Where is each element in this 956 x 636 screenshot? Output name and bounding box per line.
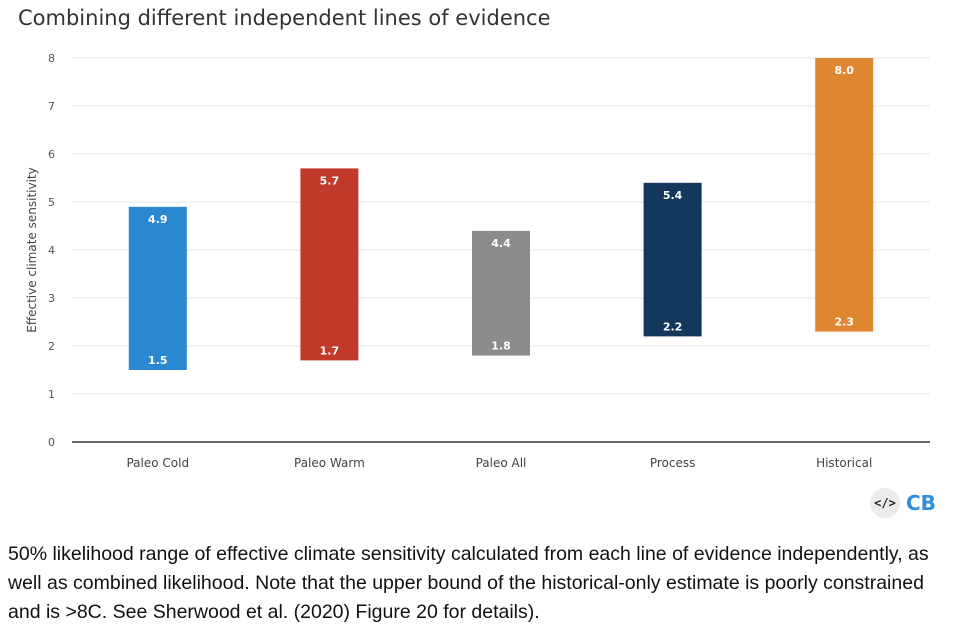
y-tick-label: 5 [48, 196, 55, 209]
x-category-label: Process [650, 456, 696, 470]
bar-low-label: 1.7 [320, 344, 340, 357]
x-category-label: Paleo Cold [126, 456, 189, 470]
range-bar [472, 230, 530, 356]
figure-caption: 50% likelihood range of effective climat… [8, 543, 929, 623]
y-tick-label: 3 [48, 292, 55, 305]
y-tick-label: 8 [48, 52, 55, 65]
chart-title: Combining different independent lines of… [18, 6, 551, 30]
chart-area: 0 1 2 3 4 5 6 7 8 Effective climate sensitivity 4.… [25, 52, 930, 470]
y-tick-label: 7 [48, 100, 55, 113]
bar-low-label: 2.2 [663, 320, 683, 333]
bar-high-label: 5.4 [663, 189, 683, 202]
bar-high-label: 8.0 [834, 64, 854, 77]
y-tick-label: 6 [48, 148, 55, 161]
bar-low-label: 1.8 [491, 340, 511, 353]
bar-high-label: 4.9 [148, 213, 168, 226]
y-axis-title: Effective climate sensitivity [25, 167, 39, 333]
carbon-brief-logo: </> CB [870, 486, 942, 520]
x-category-label: Paleo Warm [294, 456, 365, 470]
bar-low-label: 1.5 [148, 354, 168, 367]
bar-high-label: 4.4 [491, 237, 511, 250]
y-tick-label: 1 [48, 388, 55, 401]
y-tick-label: 4 [48, 244, 55, 257]
logo-text: CB [906, 491, 936, 515]
range-bar [128, 206, 187, 370]
x-category-label: Paleo All [476, 456, 527, 470]
range-bar [300, 168, 359, 361]
range-bar [643, 182, 702, 337]
bar-high-label: 5.7 [320, 174, 340, 187]
embed-code-icon[interactable]: </> [870, 488, 900, 518]
y-tick-label: 2 [48, 340, 55, 353]
y-tick-label: 0 [48, 436, 55, 449]
range-bar [815, 58, 874, 332]
x-category-label: Historical [816, 456, 872, 470]
bar-low-label: 2.3 [834, 316, 854, 329]
